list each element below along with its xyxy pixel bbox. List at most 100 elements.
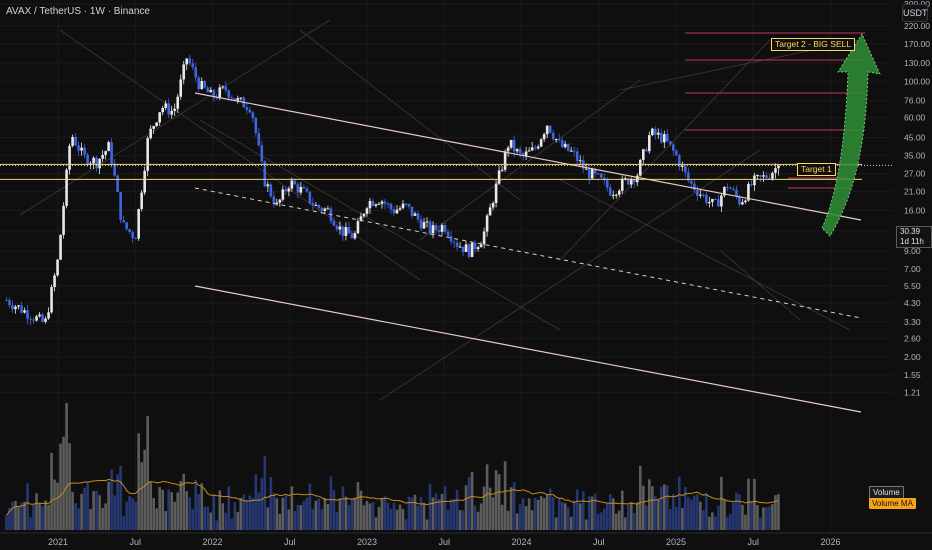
candle-body <box>536 146 540 149</box>
candle-body <box>5 299 8 301</box>
candle-body <box>672 144 675 151</box>
volume-bars <box>5 403 780 530</box>
candle-body <box>107 142 110 152</box>
volume-bar <box>59 443 62 530</box>
volume-bar <box>422 502 426 530</box>
time-axis-label: 2022 <box>202 537 222 547</box>
volume-bar <box>305 497 309 530</box>
volume-bar <box>596 514 600 530</box>
candle-body <box>425 221 429 223</box>
candle-body <box>774 168 777 173</box>
volume-bar <box>545 494 549 530</box>
candle-body <box>437 229 441 232</box>
candle-body <box>455 242 459 247</box>
currency-button[interactable]: USDT <box>902 4 928 22</box>
volume-bar <box>669 509 672 530</box>
support-zone <box>0 163 862 180</box>
volume-bar <box>536 499 540 530</box>
volume-bar <box>128 495 131 530</box>
volume-bar <box>434 493 438 530</box>
candle-body <box>708 201 711 204</box>
candle-body <box>596 173 600 175</box>
time-axis-label: 2025 <box>666 537 686 547</box>
volume-bar <box>663 484 666 530</box>
candle-body <box>80 147 83 151</box>
volume-bar <box>338 498 342 530</box>
volume-bar <box>720 476 723 530</box>
candle-body <box>524 151 528 156</box>
volume-ma-legend[interactable]: Volume MA <box>869 498 916 509</box>
volume-bar <box>272 492 276 530</box>
volume-bar <box>404 519 408 530</box>
candle-body <box>693 183 696 191</box>
volume-bar <box>398 504 402 530</box>
volume-bar <box>515 513 519 530</box>
candle-body <box>41 314 44 322</box>
candle-body <box>434 225 438 230</box>
descending-channel <box>194 92 862 413</box>
candle-body <box>678 155 681 167</box>
trend-line <box>299 29 521 201</box>
price-axis-label: 4.30 <box>904 298 921 308</box>
candle-body <box>305 188 309 192</box>
volume-bar <box>750 500 753 530</box>
candle-body <box>428 221 432 234</box>
volume-bar <box>203 506 207 530</box>
candle-body <box>68 145 71 170</box>
candle-body <box>587 168 591 179</box>
volume-bar <box>684 487 687 530</box>
volume-bar <box>708 516 711 530</box>
volume-bar <box>266 507 270 530</box>
volume-bar <box>554 517 558 530</box>
candle-body <box>491 203 495 208</box>
price-axis-label: 2.60 <box>904 334 921 344</box>
time-axis-label: Jul <box>747 537 759 547</box>
candle-body <box>374 204 378 206</box>
volume-bar <box>137 433 140 530</box>
volume-bar <box>341 486 345 530</box>
volume-bar <box>605 503 609 530</box>
volume-bar <box>416 505 420 530</box>
candle-body <box>230 97 234 99</box>
volume-bar <box>548 488 552 530</box>
volume-bar <box>380 497 384 530</box>
price-axis-label: 76.00 <box>904 96 926 106</box>
volume-bar <box>227 486 231 530</box>
volume-bar <box>464 485 468 530</box>
candle-body <box>446 231 450 237</box>
candle-body <box>431 225 435 234</box>
candle-body <box>422 222 426 229</box>
candle-body <box>152 126 155 129</box>
candle-body <box>47 312 50 319</box>
volume-bar <box>329 476 333 530</box>
volume-bar <box>660 486 663 530</box>
volume-bar <box>152 497 155 530</box>
target-2-label: Target 2 - BIG SELL <box>771 38 856 51</box>
volume-bar <box>777 494 780 530</box>
volume-bar <box>101 507 104 530</box>
volume-bar <box>317 498 321 530</box>
candle-body <box>654 128 657 135</box>
candle-body <box>545 125 549 135</box>
candle-body <box>74 136 77 146</box>
volume-bar <box>35 493 38 530</box>
candle-body <box>137 209 140 239</box>
candle-body <box>122 220 125 223</box>
volume-bar <box>131 498 134 530</box>
candle-body <box>323 208 327 211</box>
candle-body <box>506 147 510 152</box>
candle-body <box>314 204 318 206</box>
volume-bar <box>455 490 459 530</box>
candle-body <box>203 81 207 88</box>
volume-bar <box>506 510 510 530</box>
candle-body <box>476 247 480 250</box>
candle-body <box>657 132 660 135</box>
candle-body <box>53 275 56 288</box>
candle-body <box>675 150 678 156</box>
candle-body <box>702 194 705 196</box>
candle-body <box>467 244 471 257</box>
volume-bar <box>119 465 122 530</box>
candle-body <box>771 172 774 179</box>
candle-body <box>413 213 417 216</box>
